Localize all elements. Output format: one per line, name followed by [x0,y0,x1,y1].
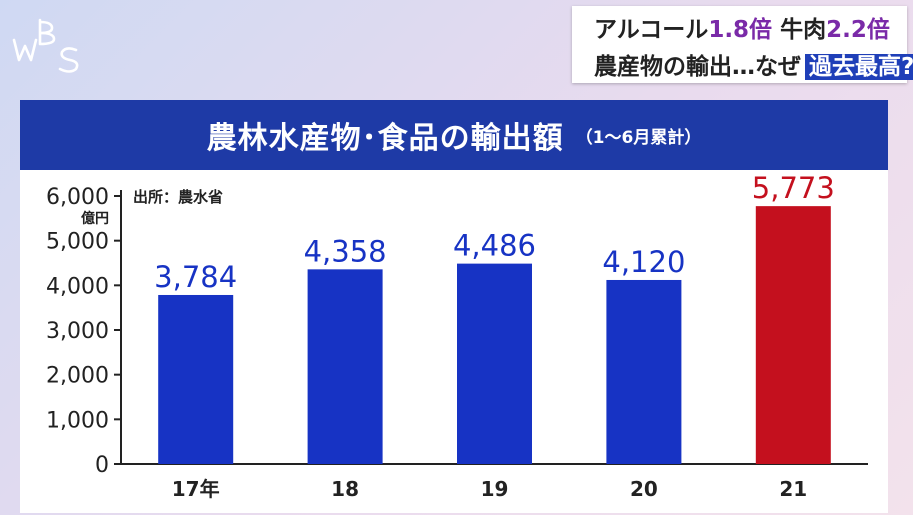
bar [755,206,831,464]
y-axis-unit: 億円 [81,210,109,227]
wbs-logo [12,18,79,73]
y-tick-label: 6,000 [46,185,109,210]
x-category-label: 17年 [172,477,220,501]
x-category-label: 21 [779,477,807,501]
y-tick-label: 0 [95,453,109,478]
y-tick-label: 4,000 [46,274,109,299]
bar-value-label: 5,773 [752,171,835,205]
headline-highlight: 過去最高? [805,54,913,80]
bar [606,279,682,464]
headline-line-1: アルコール1.8倍 牛肉2.2倍 [594,10,890,44]
source-label: 出所：農水省 [133,188,223,206]
bar-value-label: 3,784 [154,260,237,294]
headline-part: 牛肉 [772,17,827,43]
chart-title: 農林水産物･食品の輸出額 [206,121,564,156]
headline-part: アルコール [594,17,709,43]
y-tick-label: 3,000 [46,319,109,344]
headline-accent: 1.8倍 [708,17,773,43]
y-tick-label: 5,000 [46,230,109,255]
bar [457,263,532,464]
bar [307,269,383,464]
chart-panel: 農林水産物･食品の輸出額 （1～6月累計） 0 1,000 2,000 3,000 4,… [20,100,888,513]
bar-value-label: 4,486 [453,229,536,263]
y-tick-label: 1,000 [46,408,109,433]
bar [158,294,234,464]
headline-accent: 2.2倍 [826,17,890,43]
bar-value-label: 4,358 [304,234,387,268]
bar-value-label: 4,120 [602,245,685,279]
y-tick-label: 2,000 [46,364,109,389]
x-category-label: 19 [481,477,509,501]
x-category-label: 18 [331,477,359,501]
headline-box: アルコール1.8倍 牛肉2.2倍 農産物の輸出…なぜ 過去最高? [572,6,913,83]
x-category-label: 20 [630,477,658,501]
chart-banner: 農林水産物･食品の輸出額 （1～6月累計） [20,100,888,170]
headline-line-2: 農産物の輸出…なぜ 過去最高? [594,47,913,81]
chart-subtitle: （1～6月累計） [575,127,702,148]
headline-text: 農産物の輸出…なぜ [594,54,801,80]
